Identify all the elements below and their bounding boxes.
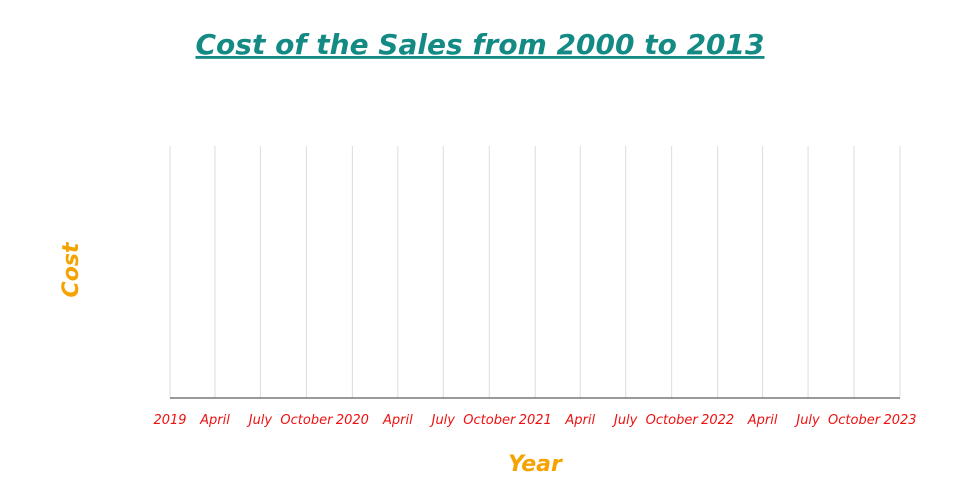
x-tick-label: 2020: [336, 413, 369, 428]
x-tick-label: 2022: [701, 413, 734, 428]
x-tick-label: 2023: [883, 413, 916, 428]
x-tick-label: July: [611, 413, 638, 428]
x-tick-label: April: [564, 413, 595, 428]
x-tick-label: July: [429, 413, 456, 428]
x-tick-label: July: [246, 413, 273, 428]
y-axis-title: Cost: [59, 241, 84, 297]
x-tick-label: April: [382, 413, 413, 428]
x-tick-label: July: [793, 413, 820, 428]
x-tick-label: 2021: [519, 413, 552, 428]
chart-title: Cost of the Sales from 2000 to 2013: [196, 28, 765, 61]
x-tick-label: October: [646, 413, 700, 428]
x-tick-label: October: [280, 413, 334, 428]
x-axis-title: Year: [508, 452, 563, 477]
x-tick-label: October: [463, 413, 517, 428]
x-tick-label: April: [199, 413, 230, 428]
x-tick-label: October: [828, 413, 882, 428]
x-tick-label: 2019: [153, 413, 186, 428]
gridlines: [169, 146, 901, 398]
x-tick-labels: 2019 April July October 2020 April July October…: [153, 413, 916, 428]
x-tick-label: April: [747, 413, 778, 428]
